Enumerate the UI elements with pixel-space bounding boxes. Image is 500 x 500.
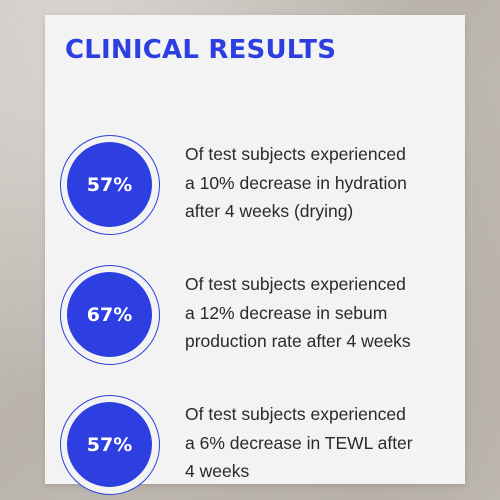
- percent-value: 67%: [86, 303, 133, 326]
- percent-ring: 57%: [60, 135, 160, 235]
- result-description: Of test subjects experienced a 6% decrea…: [185, 404, 413, 481]
- page-title: CLINICAL RESULTS: [65, 35, 337, 65]
- percent-badge: 57%: [67, 402, 152, 487]
- percent-value: 57%: [86, 433, 133, 456]
- percent-badge: 67%: [67, 272, 152, 357]
- result-item-tewl: 57% Of test subjects experienced a 6% de…: [45, 390, 465, 500]
- percent-ring: 57%: [60, 395, 160, 495]
- result-item-hydration: 57% Of test subjects experienced a 10% d…: [45, 130, 465, 240]
- percent-ring: 67%: [60, 265, 160, 365]
- results-card: CLINICAL RESULTS 57% Of test subjects ex…: [45, 15, 465, 495]
- result-description: Of test subjects experienced a 12% decre…: [185, 274, 411, 351]
- result-description: Of test subjects experienced a 10% decre…: [185, 144, 407, 221]
- result-item-sebum: 67% Of test subjects experienced a 12% d…: [45, 260, 465, 370]
- percent-value: 57%: [86, 173, 133, 196]
- percent-badge: 57%: [67, 142, 152, 227]
